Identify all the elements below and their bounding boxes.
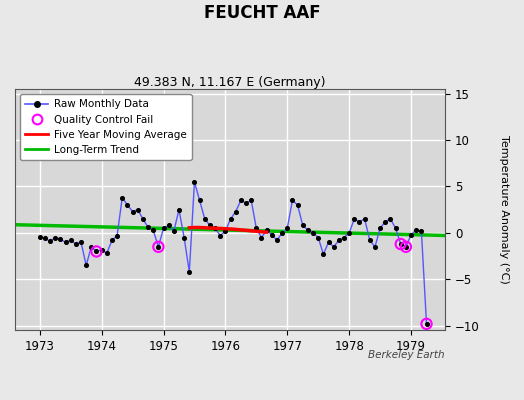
Point	[154, 244, 162, 250]
Point	[97, 246, 106, 253]
Point	[67, 237, 75, 244]
Point	[299, 222, 307, 229]
Point	[273, 237, 281, 244]
Point	[77, 239, 85, 245]
Point	[190, 179, 199, 185]
Point	[407, 232, 415, 238]
Point	[361, 216, 369, 222]
Point	[154, 244, 162, 250]
Point	[397, 241, 405, 247]
Point	[412, 227, 420, 233]
Point	[355, 218, 364, 225]
Point	[175, 206, 183, 213]
Point	[108, 237, 116, 244]
Point	[46, 238, 54, 244]
Text: Berkeley Earth: Berkeley Earth	[368, 350, 445, 360]
Point	[144, 224, 152, 230]
Point	[195, 197, 204, 204]
Point	[263, 227, 271, 233]
Point	[309, 230, 317, 236]
Point	[417, 228, 425, 234]
Point	[402, 244, 410, 250]
Point	[366, 237, 374, 244]
Point	[257, 234, 266, 241]
Point	[293, 202, 302, 208]
Point	[36, 234, 44, 240]
Point	[319, 251, 328, 258]
Point	[386, 216, 395, 222]
Title: 49.383 N, 11.167 E (Germany): 49.383 N, 11.167 E (Germany)	[134, 76, 326, 89]
Point	[206, 222, 214, 229]
Point	[180, 234, 188, 241]
Point	[165, 222, 173, 229]
Point	[92, 248, 101, 255]
Point	[381, 218, 389, 225]
Point	[340, 234, 348, 241]
Point	[242, 200, 250, 206]
Point	[391, 225, 400, 232]
Point	[422, 321, 431, 327]
Point	[41, 235, 49, 242]
Y-axis label: Temperature Anomaly (°C): Temperature Anomaly (°C)	[499, 135, 509, 284]
Point	[118, 194, 126, 201]
Point	[170, 228, 178, 234]
Point	[324, 239, 333, 245]
Point	[82, 262, 90, 268]
Point	[402, 244, 410, 250]
Point	[397, 241, 405, 247]
Point	[201, 216, 209, 222]
Point	[113, 232, 121, 239]
Legend: Raw Monthly Data, Quality Control Fail, Five Year Moving Average, Long-Term Tren: Raw Monthly Data, Quality Control Fail, …	[20, 94, 191, 160]
Point	[56, 236, 64, 242]
Point	[252, 225, 260, 232]
Point	[422, 321, 431, 327]
Point	[211, 225, 219, 232]
Point	[51, 234, 59, 241]
Point	[237, 197, 245, 204]
Point	[345, 230, 353, 236]
Point	[128, 208, 137, 215]
Point	[61, 239, 70, 245]
Point	[304, 227, 312, 233]
Point	[376, 225, 384, 232]
Point	[330, 244, 338, 250]
Point	[283, 225, 291, 232]
Point	[185, 269, 193, 275]
Point	[371, 244, 379, 250]
Point	[226, 216, 235, 222]
Text: FEUCHT AAF: FEUCHT AAF	[204, 4, 320, 22]
Point	[134, 206, 142, 213]
Point	[72, 241, 80, 247]
Point	[247, 197, 255, 204]
Point	[149, 227, 157, 233]
Point	[221, 228, 230, 234]
Point	[314, 234, 322, 241]
Point	[232, 208, 240, 215]
Point	[103, 250, 111, 256]
Point	[278, 230, 286, 236]
Point	[123, 202, 132, 208]
Point	[87, 244, 95, 250]
Point	[216, 232, 224, 239]
Point	[159, 225, 168, 232]
Point	[268, 232, 276, 238]
Point	[288, 197, 297, 204]
Point	[139, 216, 147, 222]
Point	[335, 237, 343, 244]
Point	[92, 248, 101, 255]
Point	[350, 216, 358, 222]
